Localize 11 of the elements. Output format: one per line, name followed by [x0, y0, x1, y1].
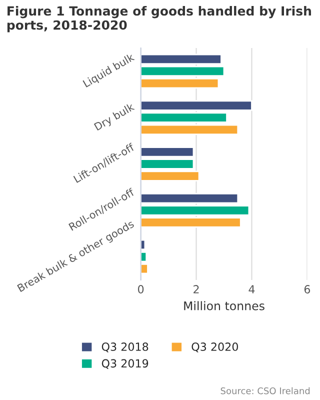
- legend-label: Q3 2020: [192, 342, 238, 352]
- x-tick-label: 4: [248, 285, 255, 294]
- chart-title: Figure 1 Tonnage of goods handled by Irish ports, 2018-2020: [7, 6, 311, 32]
- x-tick-label: 6: [304, 285, 310, 294]
- x-tick-label: 0: [138, 285, 144, 294]
- legend-label: Q3 2019: [102, 359, 148, 369]
- source-note: Source: CSO Ireland: [220, 387, 310, 394]
- y-tick-label: Dry bulk: [94, 102, 136, 132]
- x-tick-label: 2: [194, 285, 199, 294]
- legend-label: Q3 2018: [102, 342, 148, 352]
- x-axis-title: Million tonnes: [184, 301, 264, 310]
